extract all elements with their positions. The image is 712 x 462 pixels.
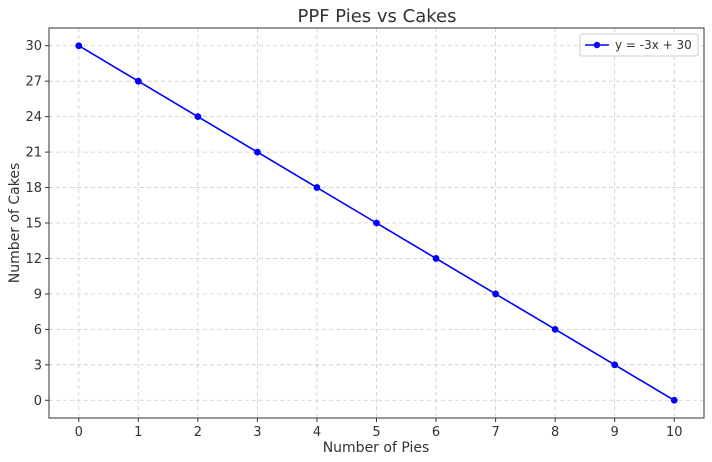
y-axis-label: Number of Cakes: [7, 163, 23, 284]
x-tick-label: 6: [432, 425, 440, 440]
legend: y = -3x + 30: [579, 33, 699, 57]
legend-marker-swatch: [593, 41, 601, 49]
x-tick-label: 4: [313, 425, 321, 440]
x-tick-label: 9: [611, 425, 619, 440]
x-tick-label: 1: [134, 425, 142, 440]
y-tick-label: 27: [25, 75, 42, 90]
y-tick-label: 12: [25, 252, 42, 267]
legend-box: [579, 33, 699, 57]
y-tick-label: 3: [34, 358, 42, 373]
y-tick-label: 0: [34, 394, 42, 409]
data-point: [373, 219, 380, 227]
y-tick-label: 24: [25, 110, 42, 125]
data-point: [432, 255, 440, 262]
plot-area-frame: [48, 27, 705, 419]
y-tick-label: 30: [25, 39, 42, 54]
x-tick-label: 0: [75, 425, 83, 440]
data-point: [134, 77, 142, 85]
y-tick-label: 15: [25, 217, 42, 232]
data-point: [611, 361, 619, 369]
x-tick-label: 5: [372, 425, 380, 440]
y-tick-label: 6: [34, 323, 42, 338]
data-point: [670, 396, 678, 404]
chart-title: PPF Pies vs Cakes: [297, 6, 456, 27]
series-layer: [75, 42, 678, 404]
data-point: [194, 113, 202, 121]
x-tick-label: 7: [491, 425, 499, 440]
grid-lines: [49, 28, 704, 418]
y-tick-label: 21: [25, 146, 42, 161]
y-tick-label: 9: [34, 287, 42, 302]
data-point: [313, 184, 321, 191]
x-tick-label: 8: [551, 425, 559, 440]
x-axis-label: Number of Pies: [323, 440, 430, 456]
data-point: [75, 42, 83, 50]
data-point: [551, 325, 559, 333]
x-tick-label: 2: [194, 425, 202, 440]
data-point: [492, 290, 499, 298]
data-point: [254, 148, 261, 156]
y-tick-label: 18: [25, 181, 42, 196]
x-tick-label: 3: [253, 425, 261, 440]
x-tick-label: 10: [666, 425, 683, 440]
legend-label: y = -3x + 30: [615, 38, 692, 52]
